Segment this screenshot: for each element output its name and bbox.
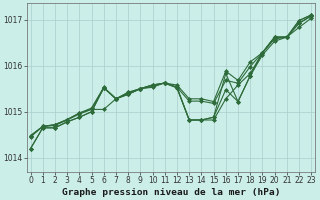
X-axis label: Graphe pression niveau de la mer (hPa): Graphe pression niveau de la mer (hPa) [62, 188, 280, 197]
